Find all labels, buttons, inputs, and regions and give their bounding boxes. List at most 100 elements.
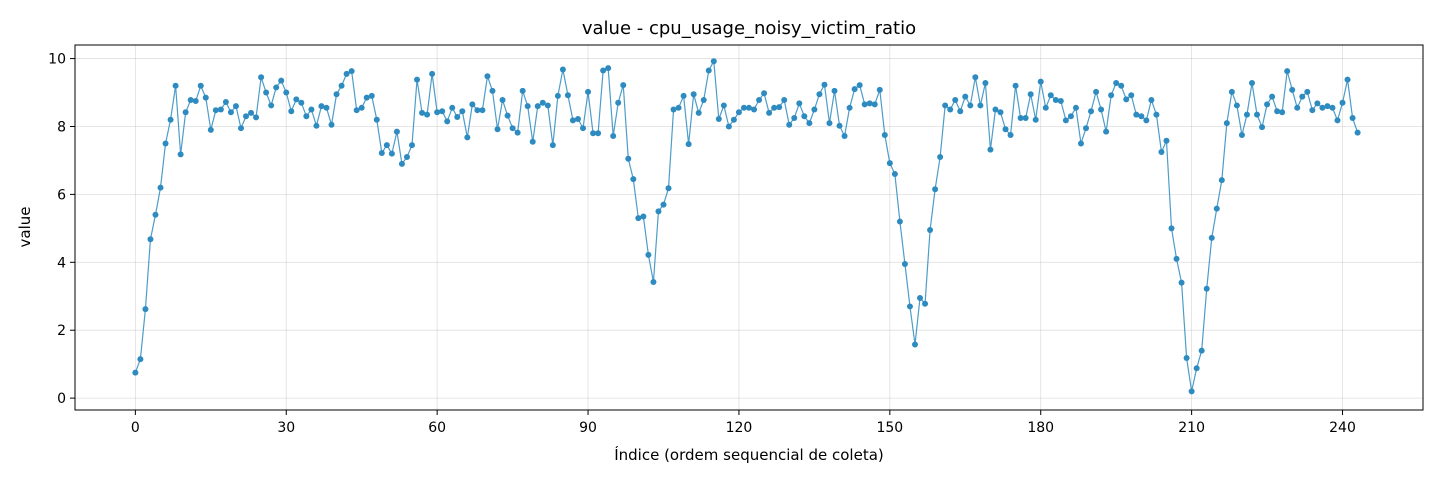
data-point [1274, 108, 1280, 114]
data-point [1224, 120, 1230, 126]
data-point [1355, 130, 1361, 136]
data-point [223, 99, 229, 105]
data-point [243, 113, 249, 119]
data-point [595, 130, 601, 136]
data-point [676, 105, 682, 111]
data-point [147, 236, 153, 242]
data-point [218, 107, 224, 113]
data-point [907, 303, 913, 309]
data-point [137, 356, 143, 362]
data-point [862, 101, 868, 107]
data-point [1169, 225, 1175, 231]
data-point [972, 74, 978, 80]
data-point [736, 109, 742, 115]
data-point [323, 105, 329, 111]
data-point [575, 116, 581, 122]
x-tick-label: 0 [131, 420, 140, 436]
data-point [937, 154, 943, 160]
data-point [615, 100, 621, 106]
data-point [1219, 177, 1225, 183]
chart-title: value - cpu_usage_noisy_victim_ratio [582, 18, 916, 39]
y-tick-label: 8 [57, 119, 66, 135]
data-point [620, 82, 626, 88]
data-point [655, 208, 661, 214]
data-point [1199, 348, 1205, 354]
data-point [233, 103, 239, 109]
data-point [1023, 115, 1029, 121]
data-point [696, 110, 702, 116]
data-point [414, 77, 420, 83]
data-point [560, 66, 566, 72]
data-point [1309, 107, 1315, 113]
data-point [394, 129, 400, 135]
data-point [917, 295, 923, 301]
data-point [660, 202, 666, 208]
data-point [469, 101, 475, 107]
data-point [751, 107, 757, 113]
data-point [409, 142, 415, 148]
data-point [781, 97, 787, 103]
data-point [308, 107, 314, 113]
data-point [1063, 117, 1069, 123]
data-point [1138, 113, 1144, 119]
data-point [258, 74, 264, 80]
data-point [454, 114, 460, 120]
data-point [565, 92, 571, 98]
data-point [1289, 87, 1295, 93]
data-point [982, 80, 988, 86]
data-point [1068, 113, 1074, 119]
x-tick-label: 60 [428, 420, 446, 436]
data-point [1174, 256, 1180, 262]
data-point [902, 261, 908, 267]
data-point [1088, 108, 1094, 114]
data-point [1148, 97, 1154, 103]
data-point [535, 103, 541, 109]
data-point [897, 219, 903, 225]
data-point [183, 109, 189, 115]
data-point [1239, 132, 1245, 138]
data-point [922, 301, 928, 307]
data-point [1304, 89, 1310, 95]
data-point [1043, 105, 1049, 111]
data-point [912, 341, 918, 347]
data-point [791, 115, 797, 121]
data-point [1204, 286, 1210, 292]
data-point [716, 116, 722, 122]
data-point [1118, 83, 1124, 89]
data-point [1259, 124, 1265, 130]
data-point [278, 78, 284, 84]
y-tick-label: 10 [48, 52, 66, 68]
data-point [525, 103, 531, 109]
data-point [957, 108, 963, 114]
x-tick-label: 240 [1329, 420, 1356, 436]
data-point [1214, 206, 1220, 212]
data-point [1279, 109, 1285, 115]
data-point [731, 117, 737, 123]
x-tick-label: 120 [726, 420, 753, 436]
data-point [842, 133, 848, 139]
data-point [253, 114, 259, 120]
data-point [1284, 68, 1290, 74]
data-point [1294, 105, 1300, 111]
data-point [1254, 112, 1260, 118]
x-tick-label: 30 [277, 420, 295, 436]
data-point [852, 86, 858, 92]
data-point [1329, 105, 1335, 111]
data-point [198, 83, 204, 89]
data-point [877, 87, 883, 93]
data-point [178, 151, 184, 157]
data-point [942, 102, 948, 108]
data-point [947, 107, 953, 113]
data-point [640, 213, 646, 219]
data-point [1103, 129, 1109, 135]
data-point [681, 93, 687, 99]
data-point [726, 123, 732, 129]
data-point [1340, 100, 1346, 106]
data-point [1314, 100, 1320, 106]
data-point [484, 73, 490, 79]
data-point [1013, 83, 1019, 89]
data-point [515, 130, 521, 136]
data-point [168, 117, 174, 123]
data-point [977, 102, 983, 108]
